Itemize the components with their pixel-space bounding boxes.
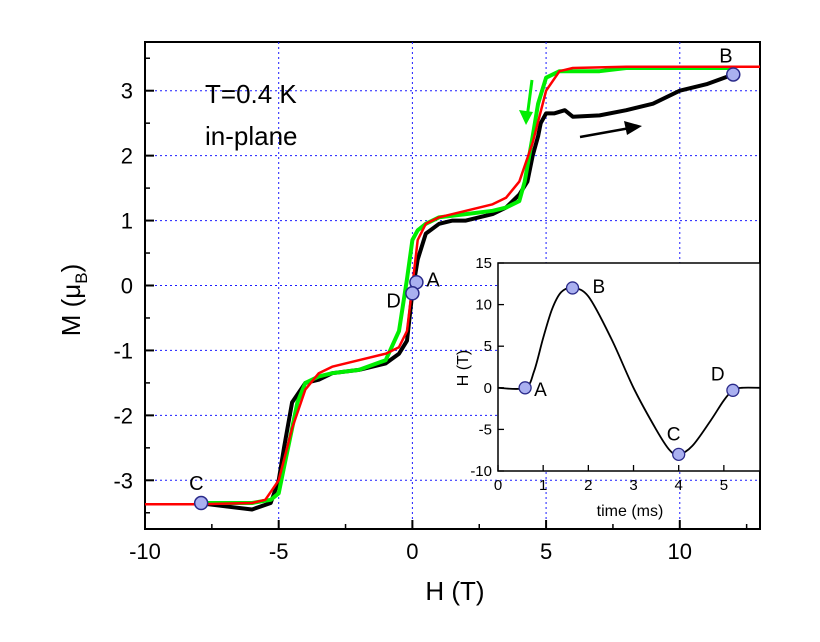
inset-marker-b — [565, 281, 580, 295]
y-tick-label: 0 — [121, 274, 133, 299]
inset-marker-label-d: D — [711, 364, 725, 385]
y-tick-label: 2 — [121, 144, 133, 169]
inset-y-tick-label: 0 — [484, 380, 492, 397]
sweep-up-arrow — [579, 121, 642, 139]
inset-x-tick-label: 5 — [720, 477, 728, 494]
sweep-down-arrow — [519, 79, 534, 125]
annotation-orientation: in-plane — [205, 121, 298, 151]
inset-y-tick-label: -10 — [470, 463, 492, 480]
inset-curve — [497, 286, 761, 456]
inset-y-tick-label: 5 — [484, 338, 492, 355]
x-tick-label: 10 — [668, 539, 692, 564]
y-tick-label: 1 — [121, 209, 133, 234]
inset-x-tick-label: 4 — [675, 477, 683, 494]
inset-marker-a — [518, 381, 532, 395]
y-axis-title: M (μB) — [56, 264, 91, 337]
marker-point-b — [726, 67, 741, 82]
main-curves — [145, 65, 760, 512]
inset-ticks: 0 1 2 3 4 5 -10 -5 0 5 10 15 — [470, 255, 728, 494]
inset-marker-d — [726, 383, 740, 397]
inset-marker-label-b: B — [593, 277, 606, 298]
x-tick-label: 5 — [540, 539, 552, 564]
marker-point-d — [405, 286, 420, 301]
inset-x-tick-label: 0 — [494, 477, 502, 494]
y-tick-label: -1 — [113, 338, 133, 363]
inset-x-axis-title: time (ms) — [597, 503, 664, 520]
marker-label-a: A — [426, 269, 440, 291]
x-axis-title: H (T) — [425, 576, 484, 606]
inset-x-tick-label: 1 — [539, 477, 547, 494]
inset-points: A B C D — [518, 277, 740, 462]
series-line-0 — [198, 72, 734, 512]
annotation-temperature: T=0.4 K — [205, 79, 297, 109]
inset-marker-label-a: A — [534, 380, 547, 401]
inset-series-line — [497, 286, 761, 456]
inset-plot-frame — [497, 262, 761, 472]
inset-y-tick-label: -5 — [479, 421, 492, 438]
inset-y-axis-title: H (T) — [455, 350, 472, 386]
y-tick-label: -2 — [113, 403, 133, 428]
inset-y-tick-label: 10 — [475, 297, 492, 314]
inset-marker-label-c: C — [667, 424, 681, 445]
x-tick-label: -5 — [269, 539, 289, 564]
main-points: A B C D — [189, 45, 741, 511]
marker-label-c: C — [189, 473, 203, 495]
y-tick-label: 3 — [121, 79, 133, 104]
x-tick-label: -10 — [129, 539, 161, 564]
inset-y-tick-label: 15 — [475, 255, 492, 272]
marker-point-c — [193, 495, 209, 511]
inset-x-tick-label: 2 — [584, 477, 592, 494]
marker-label-b: B — [719, 45, 732, 67]
y-tick-label: -3 — [113, 468, 133, 493]
x-tick-label: 0 — [406, 539, 418, 564]
series-line-2 — [145, 65, 760, 506]
inset-marker-c — [672, 447, 686, 462]
inset-x-tick-label: 3 — [629, 477, 637, 494]
marker-label-d: D — [386, 290, 400, 312]
